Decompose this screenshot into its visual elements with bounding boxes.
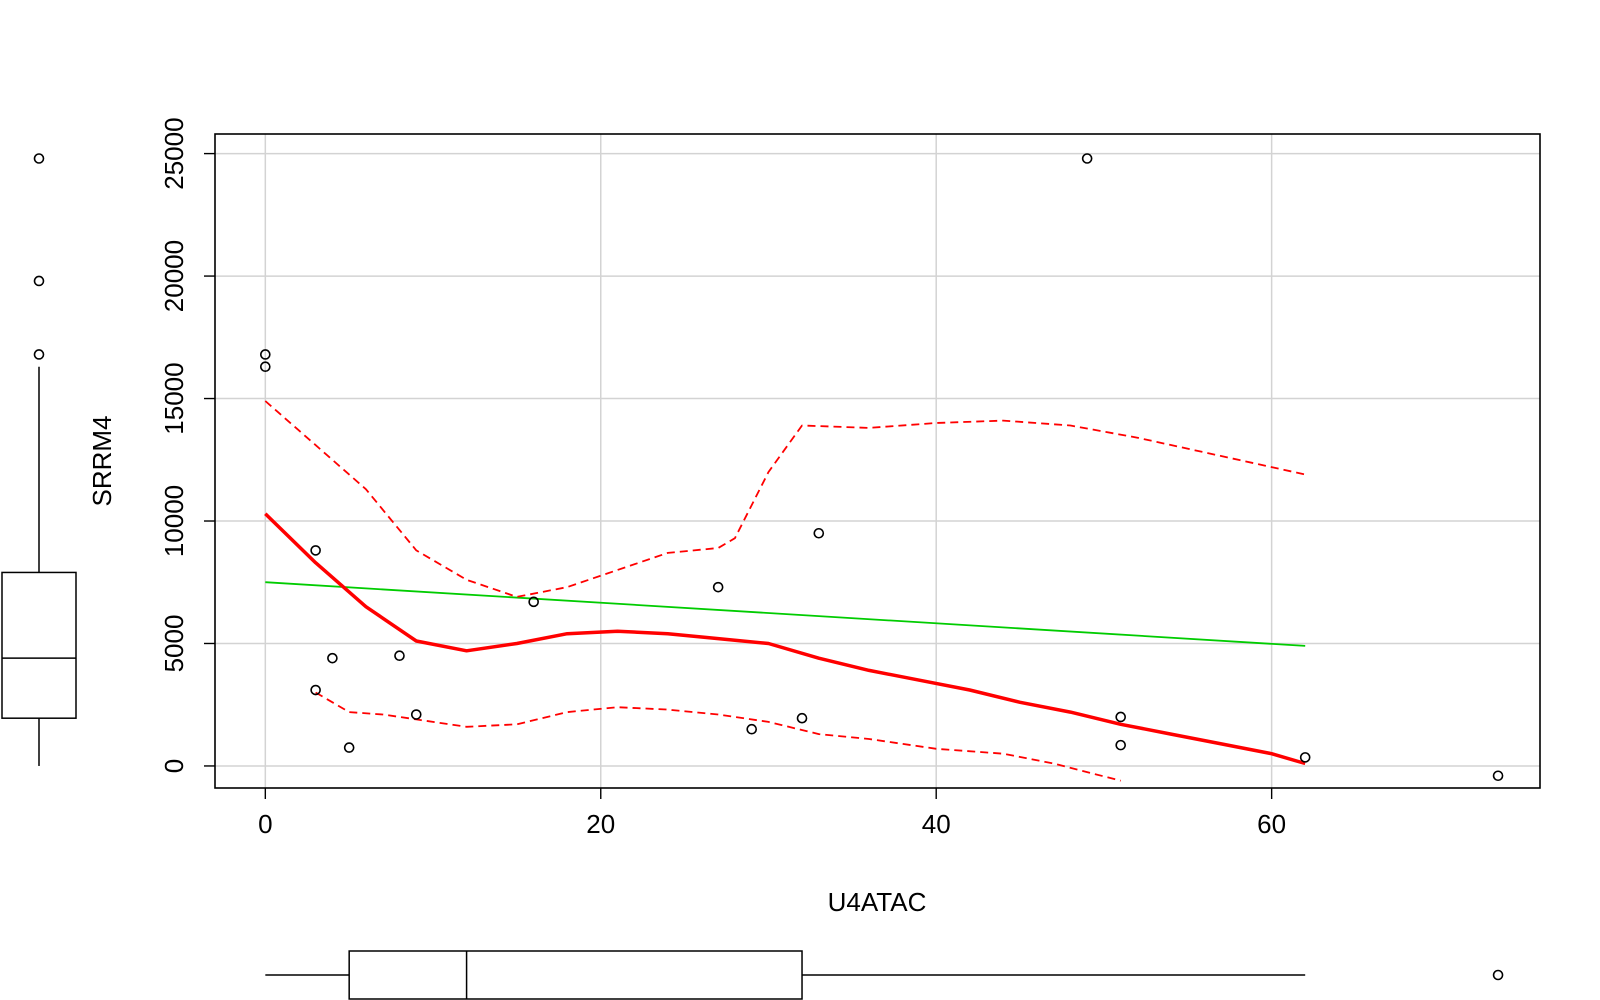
- scatter-point: [528, 596, 539, 608]
- x-tick-label: 40: [922, 809, 951, 839]
- plot-frame: [214, 133, 1541, 789]
- y-box-outlier: [33, 153, 45, 164]
- y-box-outlier: [33, 275, 45, 287]
- x-tick-label: 60: [1257, 809, 1286, 839]
- scatter-point: [394, 650, 405, 662]
- scatter-point: [310, 684, 321, 696]
- grid-lines: [215, 134, 1540, 788]
- x-tick-label: 0: [258, 809, 272, 839]
- scatter-point: [310, 545, 321, 556]
- smooth-line: [264, 512, 1306, 766]
- x-box-body: [348, 950, 803, 1000]
- scatter-point: [813, 527, 825, 539]
- y-tick-label: 10000: [159, 485, 189, 557]
- fit-lines: [264, 400, 1306, 782]
- y-box-outlier: [33, 349, 45, 360]
- y-axis: 0 5000 10000 15000 20000 25000: [159, 117, 215, 773]
- y-tick-label: 15000: [159, 362, 189, 434]
- scatter-point: [746, 723, 758, 735]
- y-axis-label: SRRM4: [87, 415, 117, 506]
- y-tick-label: 25000: [159, 117, 189, 189]
- scatter-point: [260, 349, 271, 360]
- scatter-point: [712, 581, 724, 593]
- scatter-point: [1081, 153, 1093, 164]
- scatter-point: [1115, 711, 1126, 723]
- x-axis: 0 20 40 60: [258, 788, 1286, 839]
- y-tick-label: 20000: [159, 240, 189, 312]
- scatter-point: [343, 742, 355, 753]
- y-box-body: [1, 571, 77, 719]
- x-marginal-boxplot: [265, 950, 1504, 1000]
- y-marginal-boxplot: [1, 153, 77, 766]
- y-tick-label: 5000: [159, 615, 189, 673]
- scatter-point: [1492, 770, 1504, 782]
- x-axis-label: U4ATAC: [828, 887, 927, 917]
- scatter-point: [410, 709, 422, 720]
- linear-fit-line: [265, 581, 1306, 647]
- y-tick-label: 0: [159, 759, 189, 773]
- scatter-point: [260, 361, 271, 372]
- x-box-outlier: [1492, 969, 1504, 981]
- scatter-point: [327, 652, 338, 664]
- smooth-upper-line: [264, 400, 1306, 598]
- x-tick-label: 20: [586, 809, 615, 839]
- scatter-point: [1115, 739, 1126, 751]
- scatter-points: [260, 153, 1504, 782]
- scatter-point: [796, 712, 808, 724]
- scatter-point: [1299, 752, 1311, 763]
- smooth-lower-line: [315, 691, 1121, 782]
